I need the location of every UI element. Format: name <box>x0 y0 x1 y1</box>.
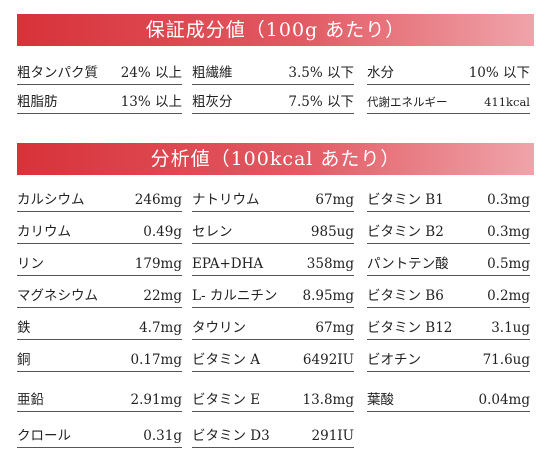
nutrient-label: クロール <box>17 428 71 444</box>
nutrient-label: カルシウム <box>17 192 85 208</box>
nutrient-label: マグネシウム <box>17 288 98 304</box>
nutrient-label: リン <box>17 256 44 272</box>
nutrient-label: ビタミン B2 <box>367 224 444 240</box>
nutrient-label: 亜鉛 <box>17 392 44 408</box>
nutrient-label: 粗タンパク質 <box>17 65 98 81</box>
nutrient-label: ビオチン <box>367 352 421 368</box>
nutrient-label: ビタミン B12 <box>367 320 453 336</box>
nutrient-value: 13.8mg <box>302 392 354 408</box>
nutrient-value: 8.95mg <box>302 288 354 304</box>
nutrient-value: 291IU <box>311 428 354 444</box>
nutrient-label: パントテン酸 <box>367 256 449 272</box>
nutrient-row: クロール 0.31g <box>17 426 182 448</box>
nutrient-label: 鉄 <box>17 320 31 336</box>
nutrient-label: ビタミン B1 <box>367 192 444 208</box>
nutrient-row: ビタミン B12 3.1ug <box>367 318 530 340</box>
nutrient-value: 411kcal <box>484 95 530 109</box>
nutrient-value: 67mg <box>315 192 354 208</box>
nutrient-value: 0.31g <box>143 428 182 444</box>
nutrient-row: ビタミン B1 0.3mg <box>367 190 530 212</box>
nutrient-value: 2.91mg <box>130 392 182 408</box>
nutrient-label: 水分 <box>367 65 394 81</box>
nutrient-value: 3.5% 以下 <box>288 65 354 81</box>
nutrient-row: ビタミン E 13.8mg <box>192 390 354 412</box>
nutrient-label: L- カルニチン <box>192 288 278 304</box>
nutrient-label: ナトリウム <box>192 192 260 208</box>
nutrient-row: 粗脂肪 13% 以上 <box>17 92 182 114</box>
nutrient-row: 粗繊維 3.5% 以下 <box>192 63 354 85</box>
nutrient-value: 985ug <box>310 224 354 240</box>
nutrient-label: 粗灰分 <box>192 94 233 110</box>
nutrient-value: 3.1ug <box>491 320 530 336</box>
nutrient-row: ビオチン 71.6ug <box>367 350 530 372</box>
nutrient-row: ビタミン B2 0.3mg <box>367 222 530 244</box>
nutrient-row: ビタミン D3 291IU <box>192 426 354 448</box>
nutrient-value: 0.04mg <box>478 392 530 408</box>
nutrient-value: 22mg <box>143 288 182 304</box>
nutrient-row: 水分 10% 以下 <box>367 63 530 85</box>
nutrient-label: 銅 <box>17 352 31 368</box>
nutrient-label: ビタミン E <box>192 392 261 408</box>
nutrient-value: 358mg <box>306 256 354 272</box>
nutrient-label: EPA+DHA <box>192 256 264 272</box>
nutrient-value: 67mg <box>315 320 354 336</box>
nutrient-value: 0.49g <box>143 224 182 240</box>
nutrient-label: セレン <box>192 224 233 240</box>
nutrient-row: セレン 985ug <box>192 222 354 244</box>
nutrient-value: 13% 以上 <box>120 94 182 110</box>
nutrient-row: 粗タンパク質 24% 以上 <box>17 63 182 85</box>
nutrient-value: 0.17mg <box>130 352 182 368</box>
nutrient-row: 亜鉛 2.91mg <box>17 390 182 412</box>
nutrient-value: 71.6ug <box>482 352 530 368</box>
nutrient-row: 葉酸 0.04mg <box>367 390 530 412</box>
nutrient-row: EPA+DHA 358mg <box>192 254 354 276</box>
nutrient-row: マグネシウム 22mg <box>17 286 182 308</box>
analysis-title: 分析値（100kcal あたり） <box>17 143 534 175</box>
nutrient-row: 銅 0.17mg <box>17 350 182 372</box>
nutrient-row: パントテン酸 0.5mg <box>367 254 530 276</box>
nutrient-label: ビタミン D3 <box>192 428 270 444</box>
nutrient-value: 0.5mg <box>487 256 530 272</box>
nutrient-label: 葉酸 <box>367 392 394 408</box>
nutrient-value: 7.5% 以下 <box>288 94 354 110</box>
nutrient-label: 粗繊維 <box>192 65 233 81</box>
nutrient-row: 粗灰分 7.5% 以下 <box>192 92 354 114</box>
nutrient-row: カリウム 0.49g <box>17 222 182 244</box>
nutrient-row: ナトリウム 67mg <box>192 190 354 212</box>
nutrient-label: 粗脂肪 <box>17 94 58 110</box>
guarantee-title: 保証成分値（100g あたり） <box>17 14 534 46</box>
nutrient-value: 4.7mg <box>139 320 182 336</box>
nutrient-value: 0.3mg <box>487 192 530 208</box>
nutrient-label: カリウム <box>17 224 71 240</box>
nutrient-row: カルシウム 246mg <box>17 190 182 212</box>
nutrient-row: ビタミン A 6492IU <box>192 350 354 372</box>
nutrient-value: 24% 以上 <box>120 65 182 81</box>
nutrient-value: 0.3mg <box>487 224 530 240</box>
nutrient-value: 0.2mg <box>487 288 530 304</box>
nutrient-row: ビタミン B6 0.2mg <box>367 286 530 308</box>
nutrient-row: L- カルニチン 8.95mg <box>192 286 354 308</box>
nutrient-label: ビタミン B6 <box>367 288 444 304</box>
nutrient-row: リン 179mg <box>17 254 182 276</box>
nutrient-row: 鉄 4.7mg <box>17 318 182 340</box>
nutrient-row: 代謝エネルギー 411kcal <box>367 92 530 114</box>
nutrient-label: ビタミン A <box>192 352 261 368</box>
nutrient-value: 10% 以下 <box>468 65 530 81</box>
nutrient-value: 179mg <box>134 256 182 272</box>
nutrient-label: 代謝エネルギー <box>367 95 448 109</box>
nutrient-row: タウリン 67mg <box>192 318 354 340</box>
nutrient-label: タウリン <box>192 320 246 336</box>
nutrient-value: 6492IU <box>302 352 354 368</box>
nutrient-value: 246mg <box>134 192 182 208</box>
